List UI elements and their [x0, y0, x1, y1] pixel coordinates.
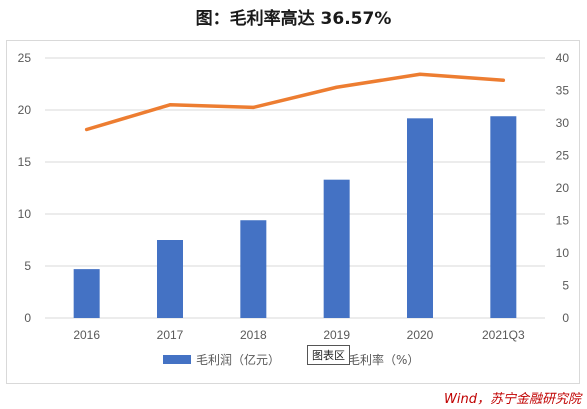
right-axis-tick-label: 35: [556, 84, 570, 98]
bar-series: [73, 116, 517, 319]
left-axis-tick-label: 0: [24, 311, 31, 325]
bar-gross-profit: [323, 179, 350, 318]
x-axis-tick-label: 2017: [157, 328, 184, 342]
left-axis-tick-label: 10: [18, 207, 32, 221]
line-gross-margin: [84, 72, 506, 132]
x-axis-ticks: 2016 2017 2018 2019 2020 2021Q3: [73, 328, 525, 342]
bar-gross-profit: [490, 116, 517, 319]
left-axis-tick-label: 5: [24, 259, 31, 273]
legend: 毛利润（亿元） 毛利率（%）: [163, 352, 419, 367]
line-series: [84, 72, 506, 132]
x-axis-tick-label: 2021Q3: [482, 328, 525, 342]
legend-swatch-gross-profit: [163, 355, 191, 364]
right-axis-tick-label: 20: [556, 181, 570, 195]
right-axis-tick-label: 40: [556, 51, 570, 65]
source-note: Wind，苏宁金融研究院: [444, 392, 581, 407]
left-axis-tick-label: 25: [18, 51, 32, 65]
bar-gross-profit: [157, 240, 183, 318]
line-point-gross-margin: [501, 78, 505, 82]
line-point-gross-margin: [168, 103, 172, 107]
left-axis-tick-label: 15: [18, 155, 32, 169]
right-axis-tick-label: 30: [556, 116, 570, 130]
right-axis-tick-label: 0: [562, 311, 569, 325]
x-axis-tick-label: 2018: [240, 328, 267, 342]
bar-gross-profit: [73, 269, 100, 318]
left-axis-tick-label: 20: [18, 103, 32, 117]
line-point-gross-margin: [251, 105, 255, 109]
line-point-gross-margin: [85, 128, 89, 131]
left-axis-ticks: 0 5 10 15 20 25: [18, 51, 32, 325]
right-axis-tick-label: 25: [556, 149, 570, 163]
chart-title: 图：毛利率高达 36.57%: [195, 9, 392, 29]
chart-area-tooltip: 图表区: [307, 345, 350, 365]
x-axis-tick-label: 2020: [407, 328, 434, 342]
right-axis-ticks: 0 5 10 15 20 25 30 35 40: [556, 51, 570, 325]
x-axis-tick-label: 2019: [323, 328, 350, 342]
bar-gross-profit: [407, 118, 433, 318]
chart-frame[interactable]: [6, 40, 580, 384]
right-axis-tick-label: 5: [562, 279, 569, 293]
right-axis-tick-label: 15: [556, 214, 570, 228]
legend-label-gross-margin: 毛利率（%）: [348, 352, 419, 367]
line-point-gross-margin: [418, 72, 422, 76]
bar-gross-profit: [240, 220, 267, 318]
grid-lines: [45, 57, 545, 319]
x-axis-tick-label: 2016: [73, 328, 100, 342]
right-axis-tick-label: 10: [556, 246, 570, 260]
line-point-gross-margin: [335, 85, 339, 89]
legend-label-gross-profit: 毛利润（亿元）: [196, 352, 280, 367]
